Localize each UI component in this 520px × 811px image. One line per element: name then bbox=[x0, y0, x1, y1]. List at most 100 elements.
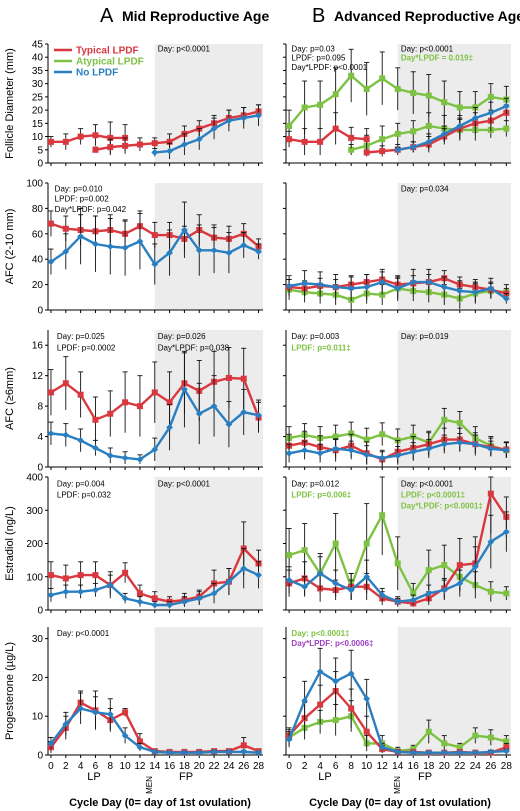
legend-label: Typical LPDF bbox=[76, 46, 139, 57]
data-point bbox=[195, 410, 203, 418]
data-point bbox=[166, 601, 173, 609]
data-point bbox=[316, 668, 324, 676]
data-point bbox=[332, 283, 340, 291]
data-point bbox=[136, 743, 144, 751]
data-point bbox=[166, 249, 173, 257]
data-point bbox=[440, 130, 448, 138]
data-point bbox=[210, 589, 218, 597]
x-tick-label: 14 bbox=[149, 761, 161, 772]
data-point bbox=[92, 444, 99, 452]
data-point bbox=[409, 749, 417, 757]
phase-label-fp-right: FP bbox=[418, 771, 432, 783]
data-point bbox=[487, 748, 495, 756]
x-tick-label: 26 bbox=[485, 761, 497, 772]
x-tick-label: 20 bbox=[194, 761, 206, 772]
data-point bbox=[92, 240, 99, 248]
follicular-phase-shade bbox=[154, 477, 263, 610]
phase-label-lp-left: LP bbox=[87, 771, 100, 783]
x-tick-label: 6 bbox=[93, 761, 99, 772]
y-tick-label: 40 bbox=[32, 53, 44, 64]
data-point bbox=[77, 232, 85, 240]
y-tick-label: 300 bbox=[26, 506, 43, 517]
data-point bbox=[301, 583, 309, 591]
data-point bbox=[379, 148, 386, 155]
data-point bbox=[409, 448, 417, 456]
x-tick-label: 2 bbox=[302, 761, 308, 772]
y-tick-label: 12 bbox=[32, 371, 44, 382]
data-point bbox=[62, 588, 70, 596]
data-point bbox=[240, 375, 247, 382]
data-point bbox=[47, 138, 54, 145]
y-tick-label: 0 bbox=[37, 306, 43, 317]
data-point bbox=[332, 91, 339, 98]
data-point bbox=[166, 399, 173, 406]
data-point bbox=[151, 149, 159, 156]
x-axis-title-left: Cycle Day (0= day of 1st ovulation) bbox=[69, 797, 251, 809]
data-point bbox=[181, 598, 188, 606]
data-point bbox=[503, 590, 510, 597]
data-point bbox=[151, 260, 159, 268]
annotation: Day: p=0.019 bbox=[401, 332, 449, 341]
data-point bbox=[363, 573, 371, 581]
data-point bbox=[378, 591, 386, 599]
data-point bbox=[363, 436, 370, 443]
data-point bbox=[502, 528, 510, 536]
annotation: LPDF: p<0.0001‡ bbox=[401, 490, 465, 499]
data-point bbox=[136, 455, 144, 463]
data-point bbox=[440, 440, 448, 448]
series-typical bbox=[47, 347, 262, 443]
series-none bbox=[47, 201, 262, 285]
data-point bbox=[317, 138, 324, 145]
data-point bbox=[441, 562, 448, 569]
y-tick-label: 45 bbox=[32, 40, 44, 51]
data-point bbox=[92, 708, 99, 716]
data-point bbox=[136, 238, 144, 245]
x-tick-label: 22 bbox=[209, 761, 221, 772]
data-point bbox=[195, 594, 203, 602]
data-point bbox=[487, 285, 495, 292]
data-point bbox=[210, 125, 218, 133]
data-point bbox=[136, 403, 143, 410]
legend-label: Atypical LPDF bbox=[76, 57, 144, 68]
data-point bbox=[77, 133, 84, 140]
data-point bbox=[379, 75, 386, 82]
data-point bbox=[106, 243, 114, 250]
data-point bbox=[363, 136, 370, 143]
data-point bbox=[456, 104, 463, 111]
data-point bbox=[440, 586, 448, 594]
figure-footer: LP MEN FP LP MEN FP Cycle Day (0= day of… bbox=[69, 771, 491, 809]
data-point bbox=[136, 738, 143, 745]
data-point bbox=[440, 749, 448, 757]
data-point bbox=[409, 278, 417, 286]
data-point bbox=[301, 697, 309, 705]
data-point bbox=[316, 570, 324, 577]
data-point bbox=[166, 424, 173, 431]
annotation: LPDF: p=0.011‡ bbox=[291, 343, 350, 352]
x-tick-label: 12 bbox=[134, 761, 146, 772]
series-none bbox=[47, 692, 262, 757]
data-point bbox=[316, 281, 324, 288]
data-point bbox=[301, 104, 308, 111]
y-tick-label: 40 bbox=[32, 255, 44, 266]
data-point bbox=[363, 85, 370, 92]
data-point bbox=[136, 141, 143, 148]
data-point bbox=[425, 92, 432, 99]
data-point bbox=[151, 601, 159, 609]
chart-4: Day: p=0.034 bbox=[283, 182, 511, 313]
data-point bbox=[363, 728, 370, 735]
data-point bbox=[62, 248, 70, 255]
y-axis-title: AFC (≥6mm) bbox=[4, 367, 16, 430]
data-point bbox=[225, 420, 233, 428]
data-point bbox=[121, 454, 129, 462]
data-point bbox=[301, 446, 309, 454]
data-point bbox=[106, 452, 114, 459]
data-point bbox=[347, 586, 355, 594]
data-point bbox=[363, 540, 370, 547]
data-point bbox=[121, 594, 129, 602]
data-point bbox=[210, 246, 218, 254]
data-point bbox=[425, 278, 433, 286]
y-tick-label: 20 bbox=[32, 673, 44, 684]
data-point bbox=[348, 430, 355, 437]
